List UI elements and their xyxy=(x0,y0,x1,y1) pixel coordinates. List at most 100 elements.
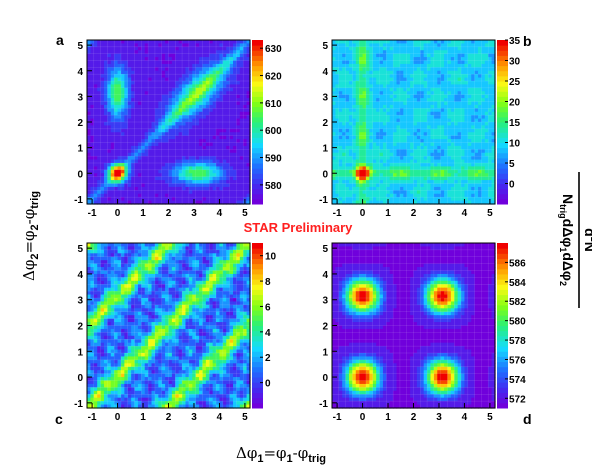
heatmap-cell xyxy=(454,60,459,65)
heatmap-cell xyxy=(141,53,146,58)
heatmap-cell xyxy=(114,193,119,198)
heatmap-cell xyxy=(382,50,387,55)
heatmap-cell xyxy=(464,173,469,178)
heatmap-cell xyxy=(216,67,221,72)
heatmap-cell xyxy=(403,180,408,185)
heatmap-cell xyxy=(114,115,119,120)
heatmap-cell xyxy=(202,135,207,140)
heatmap-cell xyxy=(386,63,391,68)
heatmap-cell xyxy=(403,77,408,82)
heatmap-cell xyxy=(97,180,102,185)
heatmap-cell xyxy=(233,142,238,147)
heatmap-cell xyxy=(365,104,370,109)
heatmap-cell xyxy=(454,197,459,202)
heatmap-cell xyxy=(427,91,432,96)
heatmap-cell xyxy=(87,81,91,86)
heatmap-cell xyxy=(467,183,472,188)
heatmap-cell xyxy=(410,57,415,62)
heatmap-cell xyxy=(420,193,425,198)
heatmap-cell xyxy=(226,166,231,171)
heatmap-cell xyxy=(199,190,204,195)
heatmap-cell xyxy=(338,115,343,120)
heatmap-cell xyxy=(222,166,227,171)
heatmap-cell xyxy=(399,125,404,130)
heatmap-cell xyxy=(202,190,207,195)
heatmap-cell xyxy=(403,190,408,195)
heatmap-cell xyxy=(243,156,248,161)
heatmap-cell xyxy=(161,156,166,161)
heatmap-cell xyxy=(403,91,408,96)
heatmap-cell xyxy=(471,81,476,86)
heatmap-cell xyxy=(151,77,156,82)
heatmap-cell xyxy=(134,63,139,68)
heatmap-cell xyxy=(430,149,435,154)
heatmap-cell xyxy=(90,81,95,86)
heatmap-cell xyxy=(103,173,108,178)
heatmap-cell xyxy=(450,81,455,86)
heatmap-cell xyxy=(236,132,241,137)
heatmap-cell xyxy=(178,111,183,116)
heatmap-cell xyxy=(491,84,496,89)
heatmap-cell xyxy=(246,50,251,55)
heatmap-cell xyxy=(338,156,343,161)
heatmap-cell xyxy=(90,91,95,96)
heatmap-cell xyxy=(222,128,227,133)
heatmap-cell xyxy=(430,115,435,120)
heatmap-cell xyxy=(427,173,432,178)
heatmap-cell xyxy=(107,149,112,154)
heatmap-cell xyxy=(423,159,428,164)
heatmap-cell xyxy=(117,183,122,188)
heatmap-cell xyxy=(348,122,353,127)
heatmap-cell xyxy=(131,87,136,92)
heatmap-cell xyxy=(131,111,136,116)
heatmap-cell xyxy=(199,156,204,161)
heatmap-cell xyxy=(171,63,176,68)
heatmap-cell xyxy=(195,98,200,103)
color-bar-segment xyxy=(252,86,263,92)
heatmap-cell xyxy=(379,159,384,164)
heatmap-cell xyxy=(362,115,367,120)
heatmap-cell xyxy=(120,67,125,72)
heatmap-cell xyxy=(355,139,360,144)
heatmap-cell xyxy=(233,152,238,157)
heatmap-cell xyxy=(365,197,370,202)
heatmap-cell xyxy=(151,156,156,161)
heatmap-cell xyxy=(464,118,469,123)
heatmap-cell xyxy=(134,190,139,195)
heatmap-cell xyxy=(212,249,217,254)
heatmap-cell xyxy=(396,118,401,123)
heatmap-cell xyxy=(467,176,472,181)
heatmap-cell xyxy=(420,98,425,103)
heatmap-cell xyxy=(379,156,384,161)
heatmap-cell xyxy=(491,186,496,191)
heatmap-cell xyxy=(137,115,142,120)
heatmap-cell xyxy=(161,77,166,82)
heatmap-cell xyxy=(110,67,115,72)
heatmap-cell xyxy=(165,60,170,65)
heatmap-cell xyxy=(144,63,149,68)
heatmap-cell xyxy=(365,67,370,72)
heatmap-cell xyxy=(359,115,364,120)
heatmap-cell xyxy=(430,156,435,161)
heatmap-cell xyxy=(467,63,472,68)
heatmap-cell xyxy=(87,152,91,157)
heatmap-cell xyxy=(212,111,217,116)
heatmap-cell xyxy=(114,50,119,55)
heatmap-cell xyxy=(467,142,472,147)
heatmap-cell xyxy=(141,159,146,164)
heatmap-cell xyxy=(430,159,435,164)
heatmap-cell xyxy=(484,115,489,120)
heatmap-cell xyxy=(382,190,387,195)
heatmap-cell xyxy=(379,125,384,130)
heatmap-cell xyxy=(372,173,377,178)
heatmap-cell xyxy=(338,190,343,195)
heatmap-cell xyxy=(219,169,224,174)
heatmap-cell xyxy=(243,186,248,191)
heatmap-cell xyxy=(332,156,336,161)
heatmap-cell xyxy=(212,176,217,181)
heatmap-cell xyxy=(464,87,469,92)
heatmap-cell xyxy=(161,115,166,120)
heatmap-cell xyxy=(447,173,452,178)
heatmap-cell xyxy=(209,81,214,86)
heatmap-cell xyxy=(413,145,418,150)
